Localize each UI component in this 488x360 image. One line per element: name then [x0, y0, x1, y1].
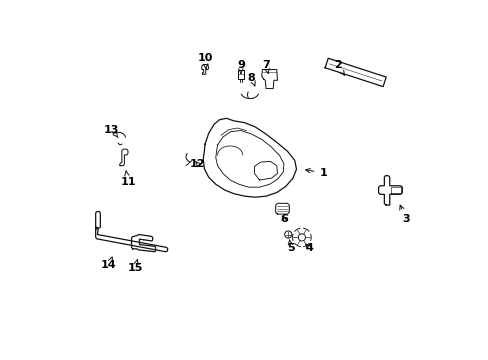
Text: 8: 8 — [247, 73, 255, 86]
Text: 2: 2 — [333, 60, 344, 76]
Text: 14: 14 — [101, 257, 117, 270]
Text: 9: 9 — [237, 60, 244, 73]
Text: 7: 7 — [262, 60, 269, 73]
Text: 1: 1 — [305, 168, 326, 178]
Text: 10: 10 — [197, 53, 212, 69]
Text: 6: 6 — [280, 215, 287, 224]
Text: 5: 5 — [287, 240, 294, 253]
Text: 3: 3 — [399, 205, 409, 224]
Text: 11: 11 — [120, 171, 136, 187]
Text: 13: 13 — [104, 125, 119, 138]
Text: 15: 15 — [127, 260, 142, 273]
Text: 4: 4 — [305, 243, 312, 253]
Text: 12: 12 — [190, 159, 205, 169]
